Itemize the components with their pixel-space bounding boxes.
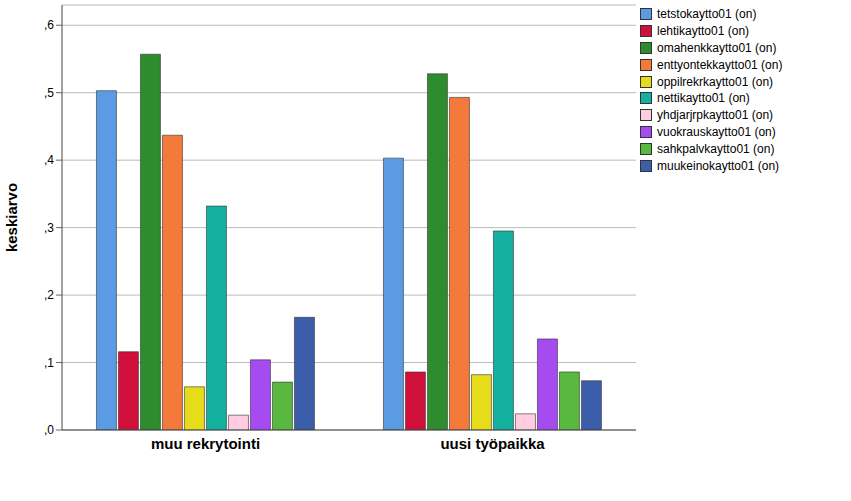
html-text:nettikaytto01 (on): nettikaytto01 (on) <box>657 91 750 106</box>
html-text:lehtikaytto01 (on): lehtikaytto01 (on) <box>657 24 750 39</box>
svg-text:,0: ,0 <box>44 423 54 437</box>
html-text:muukeinokaytto01 (on): muukeinokaytto01 (on) <box>657 158 780 173</box>
html-text:vuokrauskaytto01 (on): vuokrauskaytto01 (on) <box>657 125 776 139</box>
svg-text:,4: ,4 <box>44 153 54 167</box>
svg-text:,1: ,1 <box>44 356 54 370</box>
html-text:enttyontekkaytto01 (on): enttyontekkaytto01 (on) <box>657 57 783 72</box>
html-text:omahenkkaytto01 (on): omahenkkaytto01 (on) <box>657 41 777 55</box>
html-text:oppilrekrkaytto01 (on): oppilrekrkaytto01 (on) <box>657 74 774 89</box>
svg-text:muu rekrytointi: muu rekrytointi <box>151 435 260 452</box>
svg-text:keskiarvo: keskiarvo <box>8 183 20 252</box>
svg-text:,3: ,3 <box>44 221 54 235</box>
html-text:tetstokaytto01 (on): tetstokaytto01 (on) <box>657 7 757 22</box>
svg-text:,6: ,6 <box>44 18 54 32</box>
svg-text:,5: ,5 <box>44 86 54 100</box>
svg-text:,2: ,2 <box>44 288 54 302</box>
html-text:yhdjarjrpkaytto01 (on): yhdjarjrpkaytto01 (on) <box>657 108 774 123</box>
svg-text:uusi työpaikka: uusi työpaikka <box>440 435 545 452</box>
html-text:sahkpalvkaytto01 (on): sahkpalvkaytto01 (on) <box>657 141 775 156</box>
